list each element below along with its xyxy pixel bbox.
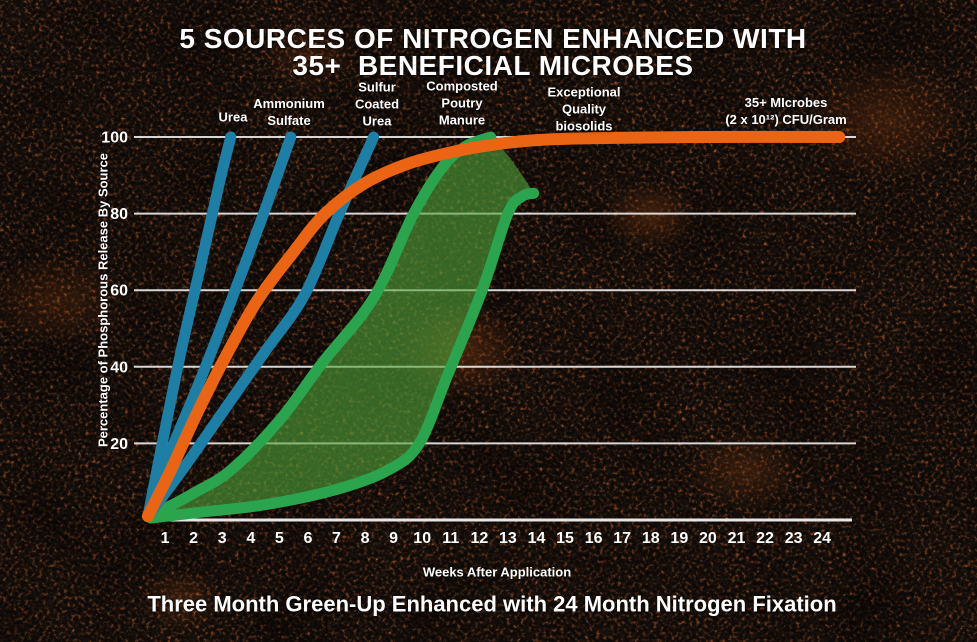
x-tick-label-13: 13 <box>499 530 517 547</box>
curve-label-microbes-35plus: 35+ MIcrobes (2 x 10¹²) CFU/Gram <box>725 94 847 127</box>
x-tick-label-15: 15 <box>556 530 574 547</box>
x-tick-label-3: 3 <box>218 530 227 547</box>
curve-label-sulfur-coated-urea: Sulfur Coated Urea <box>354 79 400 129</box>
x-tick-label-4: 4 <box>246 530 255 547</box>
curve-label-ammonium-sulfate: Ammonium Sulfate <box>253 95 325 128</box>
x-axis-title: Weeks After Application <box>422 564 572 580</box>
x-tick-label-5: 5 <box>275 530 284 547</box>
y-tick-label-80: 80 <box>110 206 128 223</box>
x-tick-label-6: 6 <box>303 530 312 547</box>
curve-sulfur-coated-urea <box>142 131 380 522</box>
x-tick-label-12: 12 <box>470 530 488 547</box>
curve-label-composted-poutry-manure: Composted Poutry Manure <box>426 78 498 128</box>
y-tick-label-20: 20 <box>110 436 128 453</box>
y-axis-title: Percentage of Phosphorous Release By Sou… <box>95 152 111 448</box>
x-tick-label-7: 7 <box>332 530 341 547</box>
x-tick-label-24: 24 <box>813 530 831 547</box>
x-tick-label-8: 8 <box>361 530 370 547</box>
x-tick-label-1: 1 <box>161 530 170 547</box>
leaf-fill-area <box>150 134 535 519</box>
x-tick-label-22: 22 <box>756 530 774 547</box>
x-tick-label-23: 23 <box>785 530 803 547</box>
curve-exceptional-quality-biosolids <box>145 187 540 524</box>
x-tick-label-2: 2 <box>189 530 198 547</box>
x-tick-label-19: 19 <box>670 530 688 547</box>
x-tick-label-11: 11 <box>442 530 459 547</box>
x-tick-label-14: 14 <box>528 530 546 547</box>
x-tick-label-16: 16 <box>585 530 603 547</box>
x-tick-label-18: 18 <box>642 530 660 547</box>
x-tick-label-10: 10 <box>413 530 431 547</box>
curve-microbes-35plus <box>141 130 846 523</box>
curve-label-exceptional-quality-biosolids: Exceptional Quality biosolids <box>547 84 621 134</box>
y-tick-label-40: 40 <box>110 359 128 376</box>
x-tick-label-17: 17 <box>613 530 631 547</box>
bottom-caption: Three Month Green-Up Enhanced with 24 Mo… <box>147 591 837 617</box>
curve-ammonium-sulfate <box>142 131 297 522</box>
x-tick-label-9: 9 <box>389 530 398 547</box>
y-tick-label-100: 100 <box>101 130 128 147</box>
curve-label-urea: Urea <box>218 109 248 125</box>
x-tick-label-20: 20 <box>699 530 717 547</box>
chart-title-line1: 5 SOURCES OF NITROGEN ENHANCED WITH <box>179 22 807 54</box>
curve-urea <box>142 131 237 522</box>
chart-title-line2: 35+ BENEFICIAL MICROBES <box>292 49 694 81</box>
y-tick-label-60: 60 <box>110 283 128 300</box>
x-tick-label-21: 21 <box>728 530 746 547</box>
